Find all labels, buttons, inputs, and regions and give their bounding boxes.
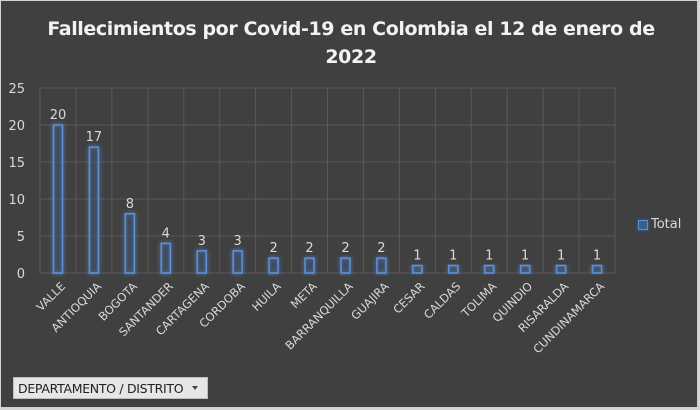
data-label: 3	[234, 234, 242, 249]
data-label: 2	[377, 241, 385, 256]
x-tick-label: VALLE	[33, 279, 68, 314]
data-label: 3	[198, 234, 206, 249]
bar[interactable]	[268, 257, 279, 274]
bar[interactable]	[483, 264, 495, 274]
data-label: 1	[485, 249, 493, 264]
x-tick-label: BARRANQUILLA	[282, 279, 355, 352]
x-tick-label: HUILA	[249, 279, 284, 314]
y-tick-label: 5	[17, 230, 25, 245]
data-label: 17	[86, 130, 103, 145]
y-tick-label: 25	[8, 82, 25, 97]
legend: Total	[638, 217, 681, 232]
bar[interactable]	[304, 257, 315, 274]
data-label: 1	[557, 249, 565, 264]
data-label: 1	[413, 249, 421, 264]
bar[interactable]	[232, 250, 243, 274]
y-tick-label: 0	[17, 267, 25, 282]
dropdown-arrow-icon	[192, 386, 198, 390]
x-tick-label: META	[288, 279, 320, 311]
bar[interactable]	[412, 264, 423, 274]
field-filter-label: DEPARTAMENTO / DISTRITO	[18, 380, 184, 396]
y-tick-label: 10	[8, 193, 25, 208]
chart-title: Fallecimientos por Covid-19 en Colombia …	[47, 18, 655, 68]
bar-series-total	[52, 124, 603, 274]
data-label: 1	[593, 249, 601, 264]
y-tick-label: 20	[8, 119, 25, 134]
legend-label: Total	[651, 217, 682, 232]
bar[interactable]	[124, 213, 136, 274]
field-filter-button[interactable]: DEPARTAMENTO / DISTRITO	[13, 377, 208, 399]
bar[interactable]	[196, 250, 208, 274]
bar[interactable]	[160, 242, 172, 274]
x-tick-label: GUAJIRA	[348, 279, 391, 322]
data-label: 4	[162, 226, 170, 241]
bar[interactable]	[519, 264, 531, 274]
bar[interactable]	[591, 264, 603, 274]
gridlines	[39, 87, 616, 274]
y-tick-label: 15	[8, 156, 25, 171]
bar[interactable]	[555, 264, 567, 274]
data-label: 2	[305, 241, 313, 256]
legend-swatch-icon	[638, 219, 648, 230]
x-axis: VALLEANTIOQUIABOGOTASANTANDERCARTAGENACO…	[33, 279, 607, 356]
data-labels: 20 17 8 4 3 3 2 2 2 2 1 1 1 1 1 1	[50, 108, 601, 264]
data-label: 1	[449, 249, 457, 264]
bar[interactable]	[340, 257, 351, 274]
data-label: 8	[126, 197, 134, 212]
data-label: 2	[341, 241, 349, 256]
x-tick-label: CALDAS	[421, 279, 464, 322]
y-axis: 0 5 10 15 20 25	[8, 82, 25, 282]
data-label: 20	[50, 108, 67, 123]
bar[interactable]	[52, 124, 64, 274]
data-label: 1	[521, 249, 529, 264]
bar[interactable]	[88, 146, 100, 274]
bar[interactable]	[376, 257, 387, 274]
data-label: 2	[269, 241, 277, 256]
bar[interactable]	[447, 264, 459, 274]
